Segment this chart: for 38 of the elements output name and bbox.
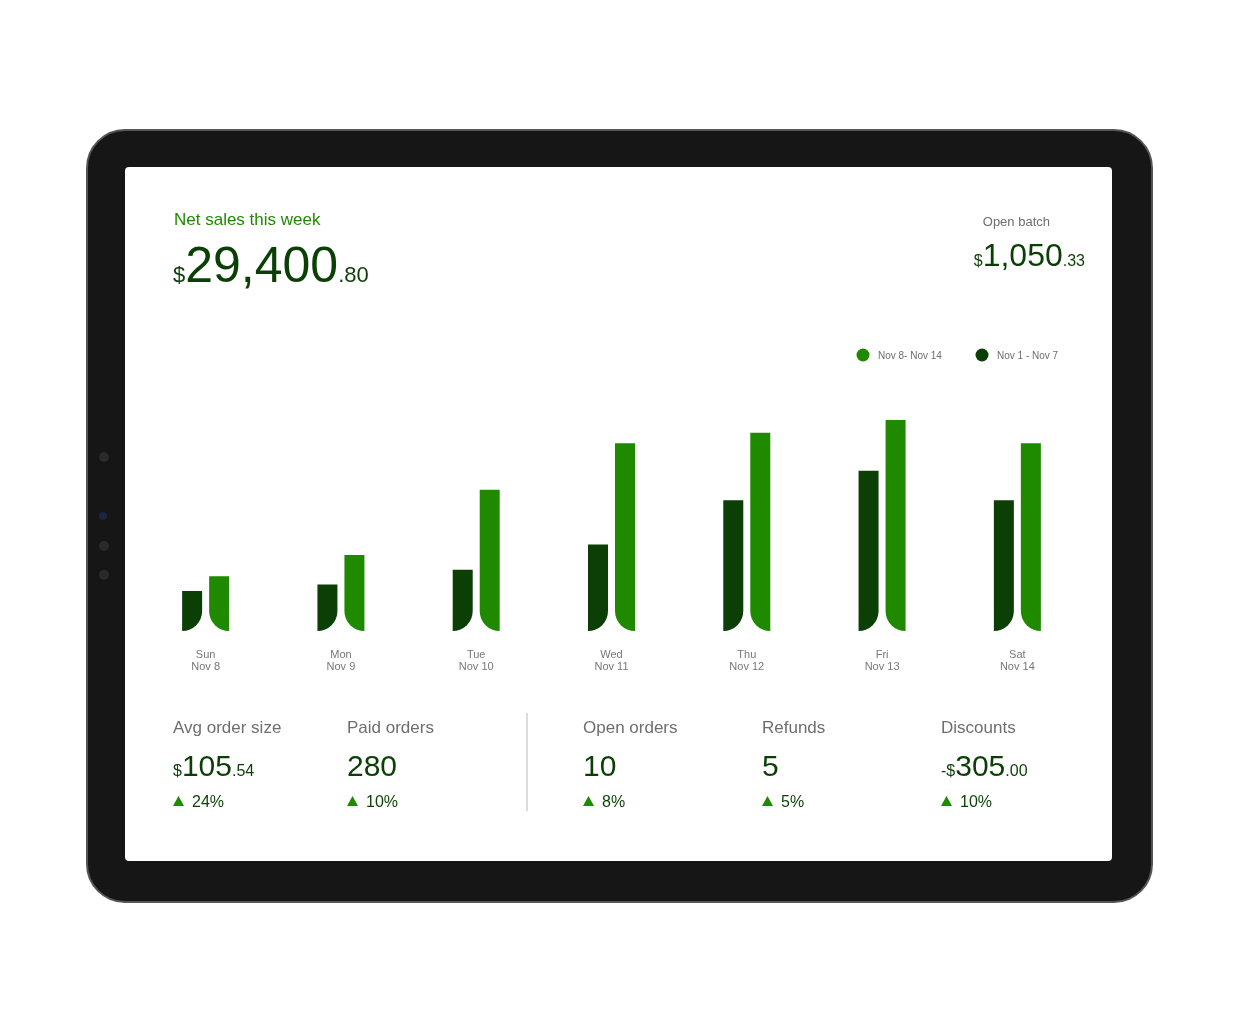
text: $1,050.33	[973, 237, 1086, 273]
text: $29,400.80	[173, 237, 369, 293]
bar	[479, 489, 500, 631]
text: 5	[762, 749, 779, 782]
bar	[885, 420, 906, 631]
text: 24%	[192, 793, 225, 810]
bar	[615, 443, 635, 631]
text: 8%	[602, 793, 626, 810]
x-tick-label: Wed Nov 11	[594, 648, 629, 672]
text: Open orders	[583, 718, 678, 737]
text: Avg order size	[173, 718, 282, 737]
text: Open batch	[982, 214, 1050, 229]
text: Net sales this week	[174, 210, 321, 229]
x-tick-label: Thu Nov 12	[729, 648, 765, 672]
text: 5%	[781, 793, 805, 810]
text: Paid orders	[347, 718, 434, 737]
x-tick-label: Sat Nov 14	[999, 648, 1035, 672]
legend-label: Nov 1 - Nov 7	[997, 350, 1059, 361]
bar	[993, 500, 1014, 631]
legend-label: Nov 8- Nov 14	[878, 350, 943, 361]
text: 10%	[960, 793, 993, 810]
text: 10	[583, 749, 617, 782]
text: -$305.00	[941, 749, 1028, 782]
x-tick-label: Tue Nov 10	[458, 648, 494, 672]
bar	[344, 555, 365, 631]
text: Refunds	[762, 718, 826, 737]
bar	[858, 470, 879, 631]
text: 10%	[366, 793, 399, 810]
bar	[1020, 443, 1041, 631]
x-tick-label: Sun Nov 8	[191, 648, 221, 672]
bar	[723, 500, 744, 631]
text: $105.54	[173, 749, 255, 782]
text: Discounts	[941, 718, 1016, 737]
x-tick-label: Fri Nov 13	[864, 648, 900, 672]
x-tick-label: Mon Nov 9	[326, 648, 356, 672]
bar	[750, 432, 771, 631]
text: 280	[347, 749, 398, 782]
bar	[588, 544, 608, 631]
